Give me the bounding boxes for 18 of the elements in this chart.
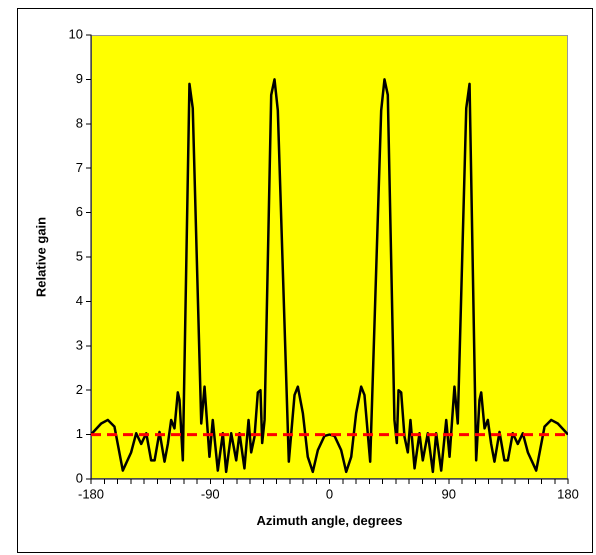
- x-axis-title: Azimuth angle, degrees: [256, 512, 402, 528]
- y-tick-label: 8: [76, 115, 83, 130]
- y-tick-label: 0: [76, 470, 83, 486]
- y-tick-label: 6: [76, 204, 83, 220]
- y-tick-label: 10: [68, 26, 83, 42]
- x-tick-label: 90: [442, 486, 456, 502]
- y-tick-label: 3: [76, 337, 83, 352]
- y-tick-label: 9: [76, 70, 83, 86]
- y-tick-label: 4: [76, 292, 83, 308]
- y-tick-label: 2: [76, 382, 83, 397]
- x-tick-label: -90: [200, 486, 220, 502]
- x-tick-label: -180: [78, 486, 104, 502]
- x-tick-label: 180: [557, 486, 579, 502]
- x-tick-label: 0: [326, 486, 334, 502]
- y-tick-label: 1: [76, 426, 83, 442]
- y-tick-label: 7: [76, 160, 83, 175]
- y-tick-label: 5: [76, 248, 83, 264]
- y-axis-title: Relative gain: [33, 216, 48, 298]
